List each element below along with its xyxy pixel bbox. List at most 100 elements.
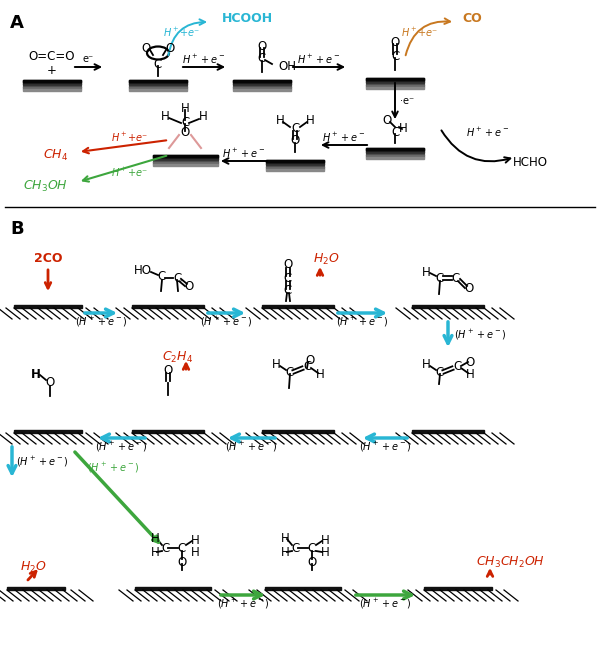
Bar xyxy=(129,85,187,87)
Text: O: O xyxy=(142,42,151,54)
Bar xyxy=(366,78,424,80)
Bar xyxy=(366,148,424,150)
Text: $H^++e^-$: $H^++e^-$ xyxy=(322,130,366,143)
Text: $CH_3OH$: $CH_3OH$ xyxy=(23,178,68,194)
Text: B: B xyxy=(10,220,23,238)
Bar xyxy=(233,87,291,89)
Text: H: H xyxy=(422,266,430,278)
Text: 2CO: 2CO xyxy=(34,251,62,264)
Bar xyxy=(266,164,324,165)
Text: ·e⁻: ·e⁻ xyxy=(400,96,414,106)
Text: H: H xyxy=(199,110,208,124)
Text: O: O xyxy=(464,282,473,295)
Text: $(H^++e^-)$: $(H^++e^-)$ xyxy=(336,315,389,329)
Text: $CH_4$: $CH_4$ xyxy=(43,147,68,163)
Text: C: C xyxy=(154,58,162,71)
Text: H: H xyxy=(191,547,199,559)
Text: $(H^++e^-)$: $(H^++e^-)$ xyxy=(86,461,139,475)
Bar xyxy=(152,159,218,161)
Text: O: O xyxy=(307,555,317,568)
Bar xyxy=(262,308,334,319)
Bar xyxy=(266,169,324,171)
Bar xyxy=(366,80,424,82)
Text: C: C xyxy=(291,541,299,555)
Text: H: H xyxy=(275,114,284,128)
Bar xyxy=(152,163,218,164)
Bar xyxy=(132,305,204,308)
Text: H: H xyxy=(320,547,329,559)
Text: $(H^++e^-)$: $(H^++e^-)$ xyxy=(200,315,253,329)
Bar xyxy=(23,89,81,91)
Text: C: C xyxy=(173,272,181,284)
Bar xyxy=(265,587,341,590)
Bar xyxy=(129,89,187,91)
Text: e⁻: e⁻ xyxy=(83,54,94,64)
Text: $H^++e^-$: $H^++e^-$ xyxy=(466,126,510,139)
Text: OH: OH xyxy=(278,59,296,73)
Bar xyxy=(14,433,82,444)
Text: $H^+$+e⁻: $H^+$+e⁻ xyxy=(401,26,439,38)
Text: $H_2O$: $H_2O$ xyxy=(313,251,340,266)
Bar xyxy=(152,161,218,163)
Bar xyxy=(23,84,81,85)
Bar xyxy=(152,164,218,166)
Text: $H^+$+e⁻: $H^+$+e⁻ xyxy=(163,26,201,38)
Bar xyxy=(412,430,484,433)
Text: C: C xyxy=(436,272,444,284)
Text: C: C xyxy=(181,116,189,128)
Text: CO: CO xyxy=(462,13,482,26)
Text: O: O xyxy=(382,114,392,128)
Bar xyxy=(366,148,424,150)
Bar xyxy=(135,590,211,601)
Bar xyxy=(366,83,424,85)
Bar xyxy=(424,587,492,590)
Bar xyxy=(152,157,218,159)
Bar xyxy=(14,308,82,319)
Text: H: H xyxy=(281,531,289,545)
Bar xyxy=(366,153,424,155)
Bar xyxy=(132,430,204,433)
Text: O=C=O: O=C=O xyxy=(29,50,75,63)
Bar xyxy=(233,80,291,82)
Text: HCOOH: HCOOH xyxy=(222,13,273,26)
Text: H: H xyxy=(320,533,329,547)
Text: $(H^++e^-)$: $(H^++e^-)$ xyxy=(359,597,412,611)
Bar xyxy=(366,150,424,151)
Text: C: C xyxy=(436,366,444,379)
Bar xyxy=(366,78,424,80)
Bar xyxy=(132,308,204,319)
Bar xyxy=(266,165,324,167)
Text: $H^++e^-$: $H^++e^-$ xyxy=(182,52,226,65)
Bar xyxy=(266,160,324,162)
Text: C: C xyxy=(158,270,166,284)
Text: HO: HO xyxy=(134,264,152,276)
Text: H: H xyxy=(31,368,41,381)
Bar xyxy=(23,80,81,82)
Text: O: O xyxy=(178,555,187,568)
Bar xyxy=(135,587,211,590)
Text: C: C xyxy=(258,52,266,65)
Text: $(H^++e^-)$: $(H^++e^-)$ xyxy=(359,440,412,454)
Text: O: O xyxy=(184,280,194,293)
Bar xyxy=(129,82,187,84)
Bar xyxy=(23,80,81,82)
Text: H: H xyxy=(151,547,160,559)
Text: H: H xyxy=(422,358,430,371)
Bar xyxy=(152,155,218,157)
Text: $(H^++e^-)$: $(H^++e^-)$ xyxy=(217,597,269,611)
Text: $(H^++e^-)$: $(H^++e^-)$ xyxy=(74,315,127,329)
Text: O: O xyxy=(257,40,266,52)
Bar xyxy=(412,305,484,308)
Text: H: H xyxy=(466,368,475,381)
Bar xyxy=(412,308,484,319)
Bar xyxy=(233,80,291,82)
Bar xyxy=(233,85,291,87)
Bar xyxy=(129,87,187,89)
Text: C: C xyxy=(284,284,292,297)
Bar xyxy=(23,82,81,84)
Text: C: C xyxy=(453,360,461,373)
Text: H: H xyxy=(316,368,325,381)
Bar xyxy=(266,167,324,169)
Text: $CH_3CH_2OH$: $CH_3CH_2OH$ xyxy=(476,555,545,570)
Text: H: H xyxy=(151,531,160,545)
